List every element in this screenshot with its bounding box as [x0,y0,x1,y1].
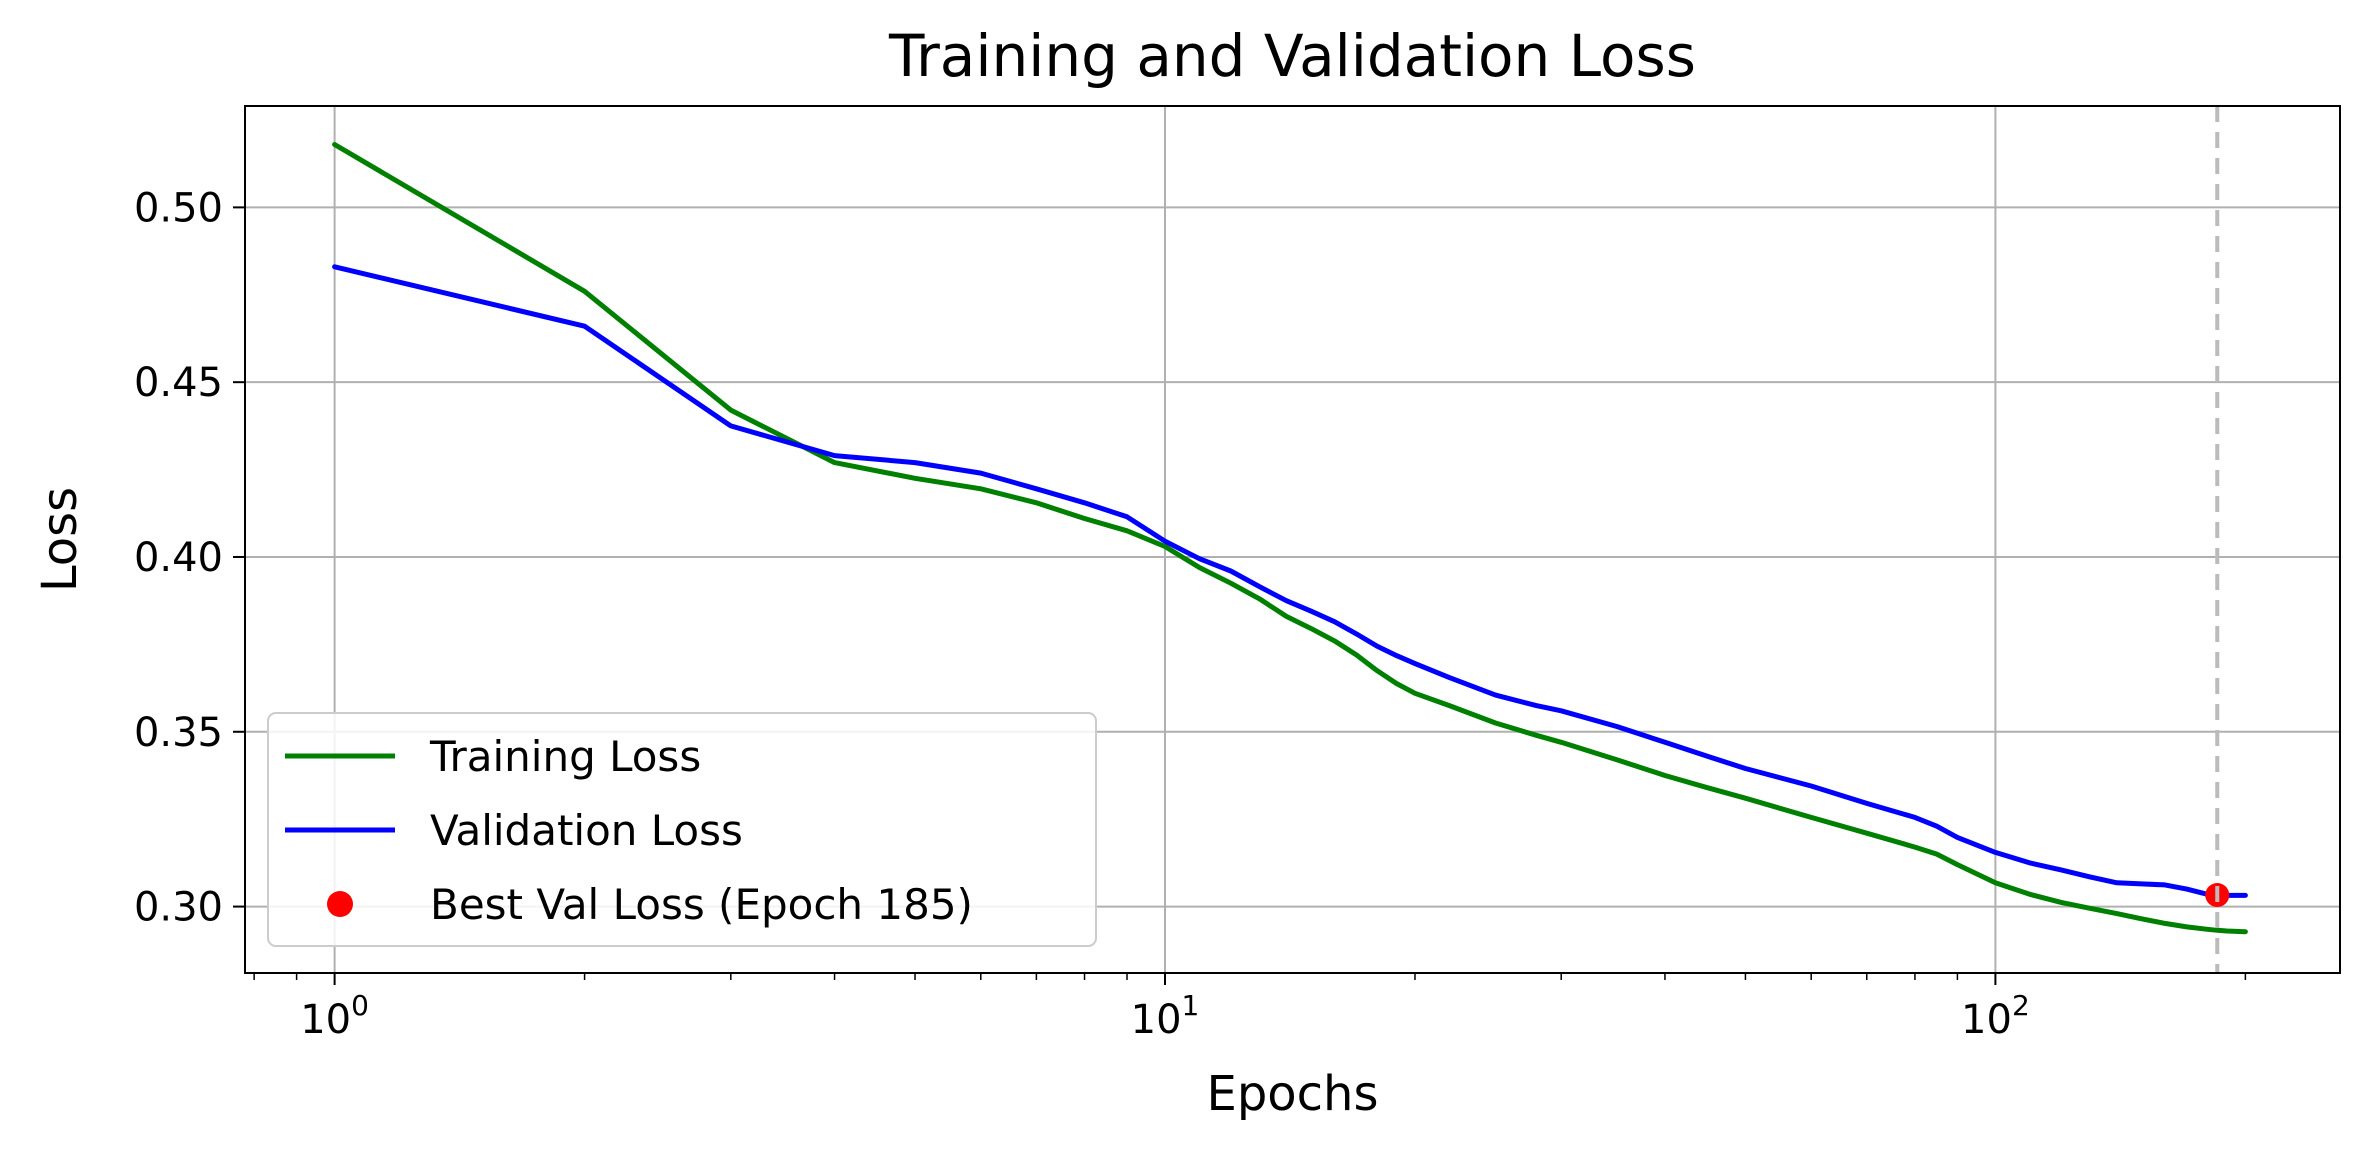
y-axis-title: Loss [32,487,88,592]
y-tick-label: 0.35 [134,710,223,756]
legend-label-best-val-loss: Best Val Loss (Epoch 185) [430,880,973,929]
x-tick-label: 100 [300,989,369,1043]
chart-title: Training and Validation Loss [888,22,1696,90]
legend-label-validation-loss: Validation Loss [430,806,743,855]
training-loss-line [332,142,2248,935]
y-tick-label: 0.40 [134,535,223,581]
y-tick-label: 0.30 [134,885,223,931]
y-tick-label: 0.50 [134,185,223,231]
y-tick-label: 0.45 [134,360,223,406]
validation-loss-line [332,264,2248,898]
legend-box [267,712,1097,947]
legend-label-training-loss: Training Loss [429,732,701,781]
x-tick-label: 101 [1131,989,1200,1043]
legend: Training Loss Validation Loss Best Val L… [267,712,1097,947]
plot-frame [244,105,2341,974]
x-tick-label: 102 [1961,989,2030,1043]
legend-swatch-best-val-loss [327,891,353,917]
x-axis-title: Epochs [1207,1066,1379,1122]
ticks: 0.30 0.35 0.40 0.45 0.50 100 101 102 [134,185,2247,1043]
